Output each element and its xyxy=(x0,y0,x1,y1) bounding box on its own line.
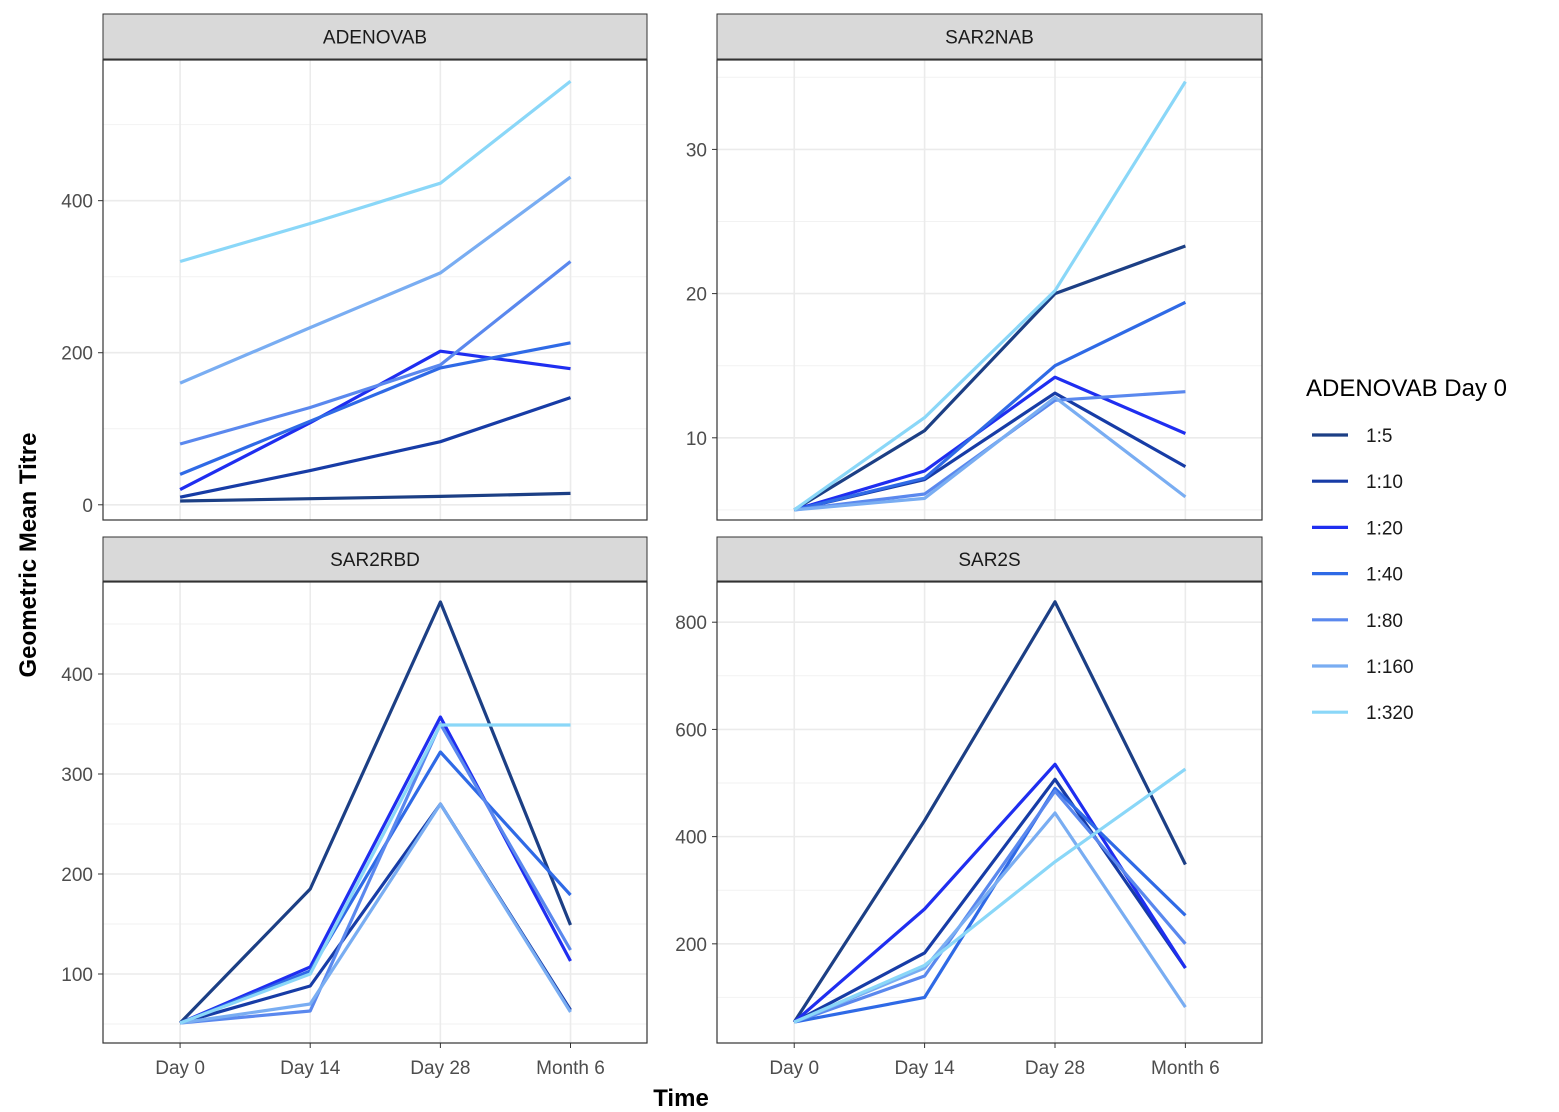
panel-border xyxy=(102,581,648,1044)
y-tick-label: 400 xyxy=(675,828,707,849)
series-line-1-160 xyxy=(179,175,572,385)
y-tick-label: 200 xyxy=(675,935,707,956)
y-axis-title: Geometric Mean Titre xyxy=(15,433,42,678)
series-line-1-320 xyxy=(793,767,1187,1024)
panel-border xyxy=(716,59,1263,521)
y-tick-label: 300 xyxy=(61,765,93,786)
strip-label: SAR2NAB xyxy=(945,28,1034,49)
series-line-1-80 xyxy=(179,260,572,446)
x-tick-label: Day 0 xyxy=(155,1058,205,1079)
series-line-1-5 xyxy=(793,244,1186,512)
y-tick-label: 20 xyxy=(686,285,707,306)
series-line-1-20 xyxy=(793,375,1187,512)
series-line-1-160 xyxy=(179,802,572,1025)
y-tick-label: 0 xyxy=(82,496,93,517)
x-tick-label: Day 28 xyxy=(410,1058,470,1079)
series-line-1-5 xyxy=(178,600,572,1025)
x-axis-title: Time xyxy=(653,1085,709,1112)
x-tick-label: Day 14 xyxy=(894,1058,955,1079)
strip-sar2rbd xyxy=(102,536,648,582)
panel-sar2rbd: SAR2RBD 100 200 300 400 Day 0 Day 14 Day 28 Mont… xyxy=(61,536,648,1079)
panels: ADENOVAB 0 200 400 SAR2NAB 10 20 30 SAR2RBD 100 20… xyxy=(61,13,1263,1079)
legend-label: 1:80 xyxy=(1366,611,1403,632)
plot-area xyxy=(103,60,647,520)
y-tick-label: 400 xyxy=(61,665,93,686)
panel-adenovab: ADENOVAB 0 200 400 xyxy=(61,13,648,521)
x-tick-label: Day 14 xyxy=(280,1058,341,1079)
y-tick-label: 800 xyxy=(675,613,707,634)
panel-border xyxy=(102,59,648,521)
legend-title: ADENOVAB Day 0 xyxy=(1306,375,1507,402)
legend-label: 1:10 xyxy=(1366,472,1403,493)
series-line-1-160 xyxy=(794,395,1187,512)
x-tick-label: Month 6 xyxy=(536,1058,605,1079)
series-line-1-40 xyxy=(793,300,1187,512)
series-line-1-10 xyxy=(179,396,572,499)
legend-label: 1:20 xyxy=(1366,518,1403,539)
y-tick-label: 200 xyxy=(61,344,93,365)
series-line-1-320 xyxy=(179,80,572,264)
y-tick-label: 200 xyxy=(61,865,93,886)
series-line-1-320 xyxy=(179,723,571,1025)
strip-label: SAR2RBD xyxy=(330,550,420,571)
strip-sar2nab xyxy=(716,13,1263,60)
legend-label: 1:5 xyxy=(1366,426,1392,447)
x-tick-label: Month 6 xyxy=(1151,1058,1220,1079)
panel-sar2nab: SAR2NAB 10 20 30 xyxy=(686,13,1263,521)
legend-label: 1:160 xyxy=(1366,657,1414,678)
plot-area xyxy=(717,60,1262,520)
strip-label: ADENOVAB xyxy=(323,28,427,49)
legend-label: 1:40 xyxy=(1366,565,1403,586)
legend-items: 1:5 1:10 1:20 1:40 1:80 1:160 1:320 xyxy=(1312,426,1414,724)
series-line-1-80 xyxy=(793,789,1187,1024)
series-line-1-80 xyxy=(179,722,572,1025)
x-tick-label: Day 28 xyxy=(1025,1058,1085,1079)
legend: ADENOVAB Day 0 1:51:101:201:401:801:1601… xyxy=(1306,375,1507,724)
y-tick-label: 100 xyxy=(61,965,93,986)
strip-adenovab xyxy=(102,13,648,60)
panel-border xyxy=(716,581,1263,1044)
y-tick-label: 400 xyxy=(61,192,93,213)
series-line-1-5 xyxy=(180,491,571,503)
series-line-1-320 xyxy=(793,80,1187,512)
strip-label: SAR2S xyxy=(958,550,1020,571)
legend-label: 1:320 xyxy=(1366,703,1414,724)
series-line-1-10 xyxy=(793,777,1187,1024)
plot-area xyxy=(717,582,1262,1043)
plot-area xyxy=(103,582,647,1043)
strip-sar2s xyxy=(716,536,1263,582)
x-tick-label: Day 0 xyxy=(769,1058,819,1079)
y-tick-label: 10 xyxy=(686,429,707,450)
y-tick-label: 600 xyxy=(675,720,707,741)
series-line-1-40 xyxy=(179,341,571,476)
y-tick-label: 30 xyxy=(686,140,707,161)
series-line-1-5 xyxy=(792,600,1187,1023)
panel-sar2s: SAR2S 200 400 600 800 Day 0 Day 14 Day 28 Month … xyxy=(675,536,1263,1079)
